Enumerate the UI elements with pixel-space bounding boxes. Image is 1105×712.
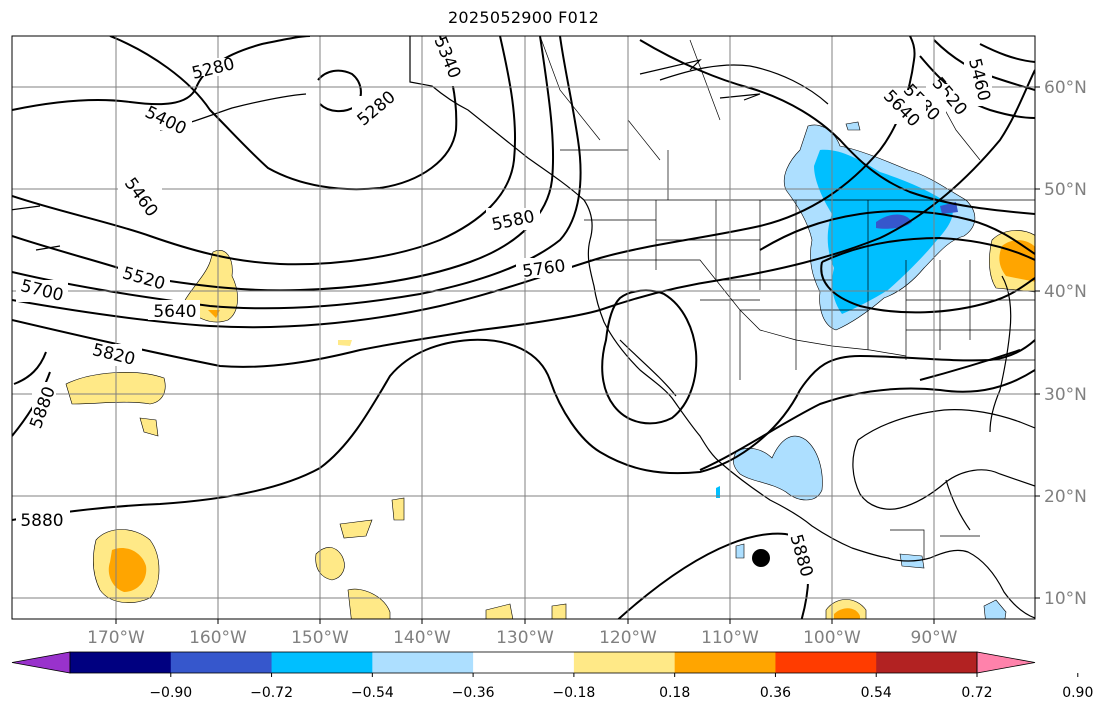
lon-label: 90°W [911, 628, 958, 648]
colorbar-tick-label: 0.90 [1062, 685, 1093, 701]
storm-center-marker [752, 549, 770, 567]
axis-ticks [115, 86, 1040, 624]
colorbar-segment [876, 652, 978, 673]
colorbar-tick-label: 0.18 [659, 685, 690, 701]
colorbar-tick-label: −0.90 [149, 685, 192, 701]
lon-label: 130°W [496, 628, 554, 648]
colorbar-outline [69, 651, 978, 674]
colorbar-segment [372, 652, 474, 673]
colorbar-segment [170, 652, 273, 673]
lon-label: 150°W [291, 628, 349, 648]
contour-label: 5880 [20, 511, 63, 531]
latitude-labels: 60°N 50°N 40°N 30°N 20°N 10°N [1044, 78, 1087, 609]
map-background [12, 36, 1035, 619]
lat-label: 50°N [1044, 180, 1087, 200]
colorbar-segment [573, 652, 676, 673]
colorbar-tick-label: −0.18 [552, 685, 595, 701]
lat-label: 40°N [1044, 282, 1087, 302]
colorbar-tick-label: 0.36 [760, 685, 791, 701]
colorbar-segment [775, 652, 877, 673]
lon-label: 110°W [701, 628, 759, 648]
lon-label: 160°W [189, 628, 247, 648]
lat-label: 10°N [1044, 589, 1087, 609]
colorbar-segment [674, 652, 776, 673]
lon-label: 140°W [393, 628, 451, 648]
colorbar-extend-max [976, 651, 1036, 674]
map-title: 2025052900 F012 [447, 8, 600, 27]
colorbar-ticks: −0.90 −0.72 −0.54 −0.36 −0.18 0.18 0.36 0.54 0.7… [149, 673, 1093, 701]
colorbar-segment [70, 652, 172, 673]
longitude-labels: 170°W 160°W 150°W 140°W 130°W 120°W 110°… [87, 628, 958, 648]
contour-label: 5640 [153, 302, 196, 322]
colorbar-tick-label: −0.54 [351, 685, 394, 701]
political-borders [539, 36, 1035, 560]
colorbar-tick-label: −0.72 [250, 685, 293, 701]
colorbar: −0.90 −0.72 −0.54 −0.36 −0.18 0.18 0.36 0.54 0.7… [11, 651, 1093, 701]
colorbar-tick-label: −0.36 [452, 685, 495, 701]
colorbar-tick-label: 0.54 [861, 685, 892, 701]
colorbar-tick-label: 0.72 [961, 685, 992, 701]
lon-label: 170°W [87, 628, 145, 648]
map-frame [11, 35, 1036, 620]
lat-label: 30°N [1044, 385, 1087, 405]
lon-label: 100°W [803, 628, 861, 648]
colorbar-segment [473, 652, 575, 673]
lat-label: 20°N [1044, 487, 1087, 507]
graticule [12, 36, 1035, 619]
colorbar-segments [11, 651, 1036, 674]
colorbar-extend-min [11, 651, 71, 674]
colorbar-segment [271, 652, 373, 673]
lon-label: 120°W [599, 628, 657, 648]
lat-label: 60°N [1044, 78, 1087, 98]
